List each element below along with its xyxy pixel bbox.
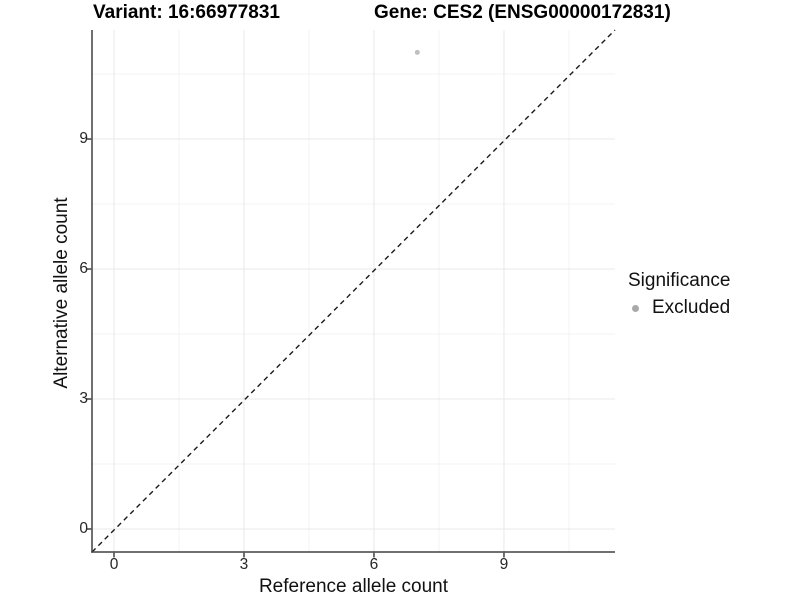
y-axis-title: Alternative allele count [51, 197, 72, 389]
legend-item-label: Excluded [652, 297, 731, 318]
x-tick-label: 9 [499, 556, 509, 573]
identity-line [91, 29, 616, 553]
data-point [414, 49, 420, 55]
y-tick-label: 9 [79, 130, 88, 148]
legend-title: Significance [628, 270, 731, 291]
y-tick-label: 3 [79, 390, 88, 407]
y-tick-label: 6 [79, 260, 88, 278]
legend-key-circle-icon [632, 304, 639, 312]
plot-title-variant: Variant: 16:66977831 [93, 2, 280, 23]
x-axis-title: Reference allele count [258, 576, 449, 597]
x-tick-label: 6 [369, 556, 379, 573]
y-tick-label: 0 [79, 520, 88, 537]
plot-title-gene: Gene: CES2 (ENSG00000172831) [374, 2, 671, 23]
x-tick-label: 0 [109, 556, 119, 573]
x-tick-label: 3 [239, 556, 249, 573]
legend: Significance Excluded [628, 269, 730, 320]
legend-item: Excluded [628, 296, 730, 320]
